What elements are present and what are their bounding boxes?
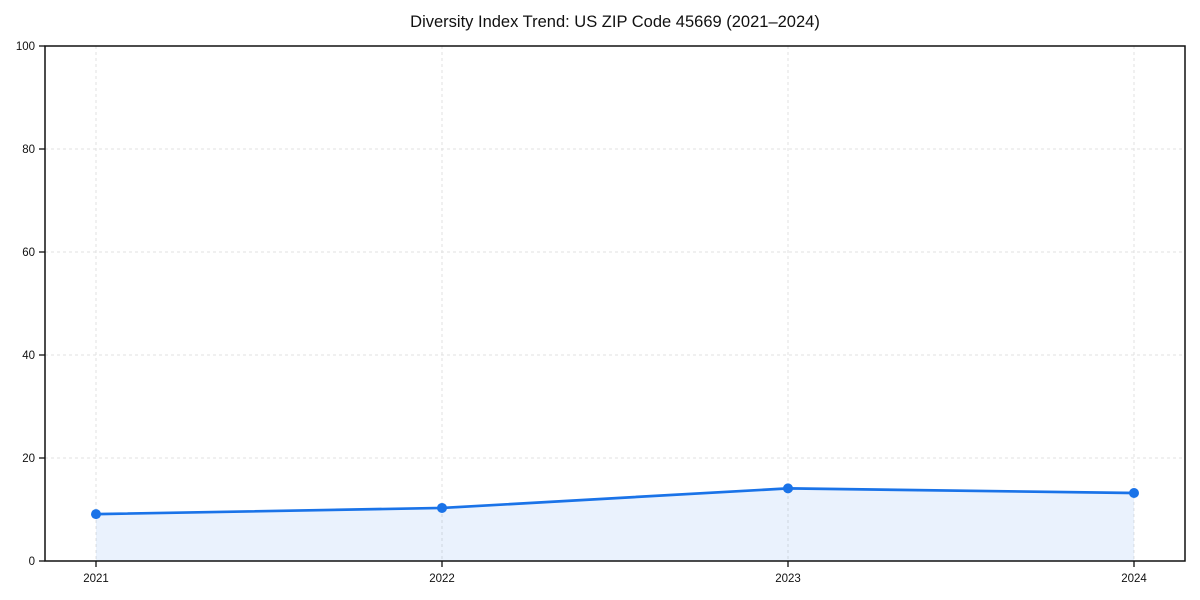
y-tick-label: 0 xyxy=(29,556,35,568)
data-point xyxy=(783,483,793,494)
x-tick-label: 2021 xyxy=(83,573,109,585)
trend-line xyxy=(94,487,1136,516)
x-tick-label: 2024 xyxy=(1121,573,1147,585)
y-tick-label: 60 xyxy=(22,247,35,259)
data-point xyxy=(437,502,447,513)
data-point xyxy=(1129,488,1139,499)
y-tick-label: 20 xyxy=(22,453,35,465)
data-point xyxy=(91,509,101,520)
chart-title: Diversity Index Trend: US ZIP Code 45669… xyxy=(410,13,820,31)
x-tick-label: 2022 xyxy=(429,573,455,585)
x-tick-label: 2023 xyxy=(775,573,801,585)
y-tick-label: 80 xyxy=(22,144,35,156)
y-tick-label: 40 xyxy=(22,350,35,362)
area-fill xyxy=(96,488,1134,561)
plot-frame xyxy=(44,45,1186,562)
y-tick-label: 100 xyxy=(16,41,35,53)
